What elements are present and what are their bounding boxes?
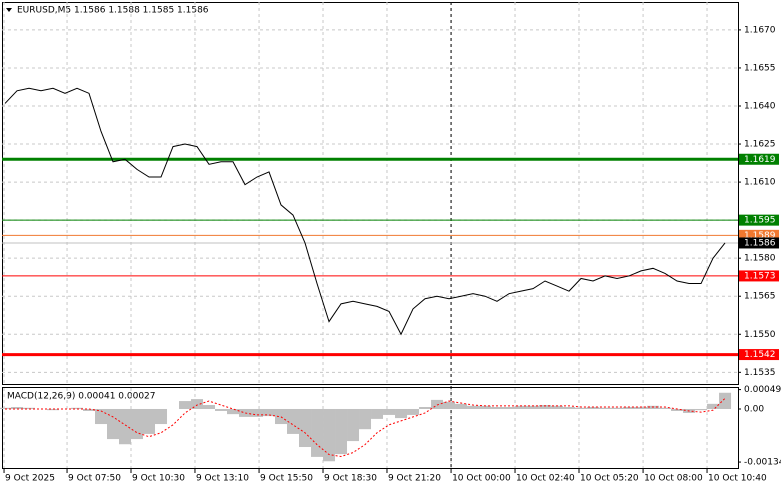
- x-tick-label: 10 Oct 02:40: [516, 474, 575, 484]
- macd-bar: [239, 408, 252, 417]
- macd-bar: [251, 408, 264, 417]
- macd-bar: [383, 408, 396, 415]
- macd-bar: [503, 407, 516, 409]
- macd-bar: [515, 405, 528, 409]
- y-tick-label: 1.1640: [744, 101, 776, 111]
- price-line: [4, 87, 726, 336]
- y-tick-label: 1.1670: [744, 25, 776, 35]
- x-tick-label: 10 Oct 00:00: [452, 474, 511, 484]
- macd-bar: [419, 407, 432, 409]
- macd-bar: [47, 408, 60, 411]
- macd-bar: [671, 408, 684, 411]
- macd-bar: [347, 408, 360, 442]
- x-tick-label: 10 Oct 05:20: [580, 474, 639, 484]
- macd-bar: [11, 407, 24, 409]
- x-tick-label: 9 Oct 21:20: [388, 474, 441, 484]
- level-label-box: [739, 214, 779, 226]
- macd-bar: [107, 408, 120, 440]
- macd-bar: [395, 408, 408, 419]
- macd-bar: [635, 407, 648, 409]
- macd-bar: [83, 408, 96, 411]
- y-tick-label: 1.1550: [744, 330, 776, 340]
- macd-bar: [443, 401, 456, 409]
- macd-bar: [119, 408, 132, 445]
- x-tick-label: 9 Oct 18:30: [324, 474, 377, 484]
- signal-line: [5, 397, 726, 458]
- macd-bar: [143, 408, 156, 434]
- macd-bar: [539, 405, 552, 409]
- macd-panel: [2, 387, 739, 469]
- macd-bar: [455, 403, 468, 409]
- macd-bar: [155, 408, 168, 425]
- macd-bar: [71, 407, 84, 409]
- macd-bar: [299, 408, 312, 448]
- level-label: 1.1542: [744, 350, 776, 360]
- symbol-arrow: [6, 8, 12, 12]
- y-tick-label: 1.1655: [744, 63, 776, 73]
- level-label-box: [739, 349, 779, 361]
- macd-bar: [707, 403, 720, 409]
- macd-bar: [479, 405, 492, 409]
- x-tick-label: 9 Oct 07:50: [68, 474, 121, 484]
- macd-bar: [227, 408, 240, 415]
- macd-bar: [659, 407, 672, 409]
- macd-bar: [587, 407, 600, 409]
- level-label-box: [739, 270, 779, 282]
- macd-bar: [623, 407, 636, 409]
- macd-bar: [371, 408, 384, 419]
- x-tick-label: 9 Oct 13:10: [196, 474, 249, 484]
- macd-bar: [131, 408, 144, 440]
- y-tick-label: 1.1535: [744, 368, 776, 378]
- macd-bar: [599, 407, 612, 409]
- y-tick-label: 0.00049: [744, 385, 781, 395]
- macd-bar: [95, 408, 108, 425]
- macd-bar: [575, 407, 588, 409]
- level-label: 1.1595: [744, 216, 776, 226]
- level-label-box: [739, 237, 779, 249]
- level-label-box: [739, 229, 779, 241]
- chart-title: EURUSD,M5 1.1586 1.1588 1.1585 1.1586: [17, 6, 209, 16]
- macd-bar: [203, 405, 216, 409]
- level-label-box: [739, 153, 779, 165]
- macd-bar: [563, 407, 576, 409]
- macd-bar: [335, 408, 348, 455]
- x-tick-label: 9 Oct 10:30: [132, 474, 185, 484]
- macd-bar: [215, 408, 228, 411]
- macd-title: MACD(12,26,9) 0.00041 0.00027: [7, 392, 156, 402]
- macd-bar: [551, 405, 564, 409]
- macd-bar: [611, 407, 624, 409]
- macd-bar: [431, 399, 444, 409]
- y-tick-label: 1.1610: [744, 178, 776, 188]
- macd-bar: [179, 401, 192, 409]
- macd-bar: [527, 405, 540, 409]
- level-label: 1.1573: [744, 271, 776, 281]
- macd-bar: [695, 408, 708, 411]
- macd-bar: [359, 408, 372, 430]
- macd-bar: [0, 407, 12, 409]
- macd-bar: [23, 407, 36, 409]
- macd-bar: [311, 408, 324, 457]
- macd-bar: [191, 399, 204, 409]
- macd-bar: [407, 408, 420, 415]
- macd-bar: [287, 408, 300, 434]
- x-tick-label: 9 Oct 2025: [5, 474, 55, 484]
- level-label: 1.1619: [744, 155, 776, 165]
- y-tick-label: 1.1580: [744, 254, 776, 264]
- main-panel: [2, 2, 739, 385]
- x-tick-label: 9 Oct 15:50: [260, 474, 313, 484]
- macd-bar: [323, 408, 336, 462]
- y-tick-label: -0.00134: [744, 458, 781, 468]
- x-tick-label: 10 Oct 10:40: [708, 474, 767, 484]
- y-tick-label: 1.1625: [744, 140, 776, 150]
- y-tick-label: 1.1565: [744, 292, 776, 302]
- macd-bar: [719, 392, 732, 409]
- x-tick-label: 10 Oct 08:00: [644, 474, 703, 484]
- macd-bar: [491, 407, 504, 409]
- level-label: 1.1589: [744, 231, 776, 241]
- macd-bar: [263, 408, 276, 417]
- level-label: 1.1586: [744, 238, 776, 248]
- macd-bar: [467, 405, 480, 409]
- y-tick-label: 0.00: [744, 404, 764, 414]
